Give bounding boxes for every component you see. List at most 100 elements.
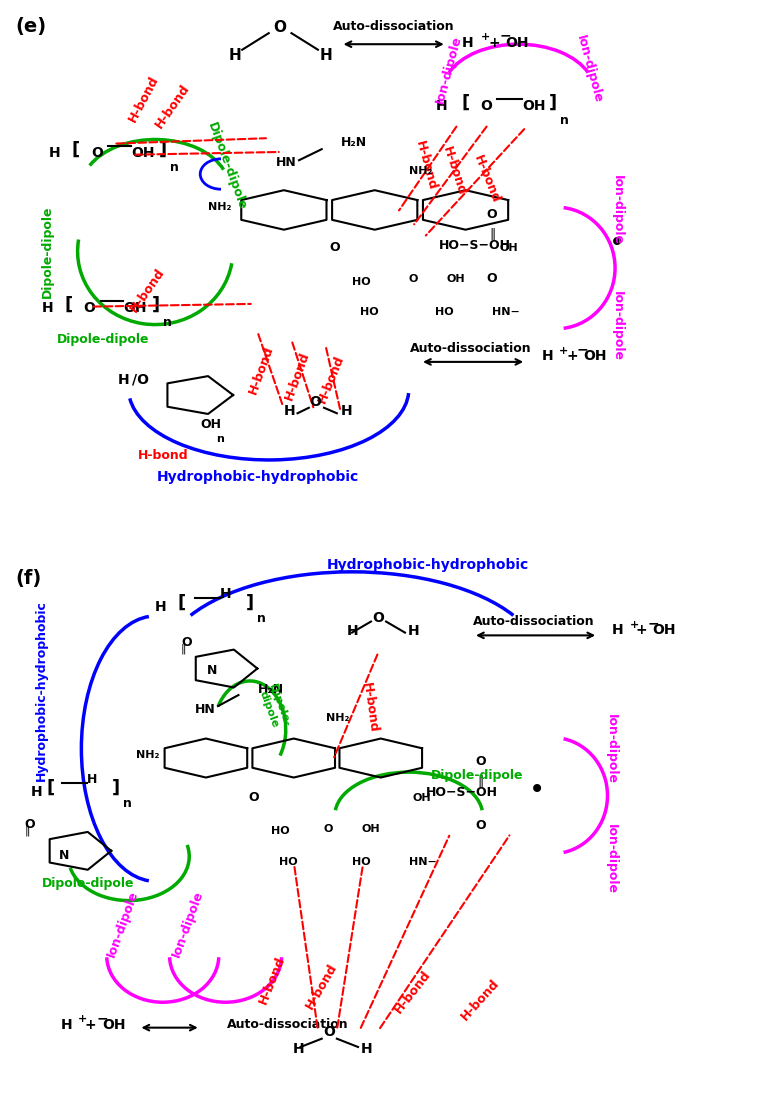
Text: HO: HO: [271, 827, 290, 836]
Text: NH₂: NH₂: [208, 202, 232, 212]
Text: H-bond: H-bond: [128, 265, 167, 315]
Text: +: +: [85, 1018, 96, 1032]
Text: O: O: [487, 272, 497, 285]
Text: ]: ]: [112, 779, 120, 797]
Text: [: [: [178, 593, 186, 612]
Text: [: [: [64, 295, 73, 314]
Text: Dipole-dipole: Dipole-dipole: [205, 120, 249, 211]
Text: H-bond: H-bond: [392, 968, 433, 1015]
Text: Dipole-dipole: Dipole-dipole: [41, 206, 55, 297]
Text: −: −: [97, 1011, 108, 1025]
Text: H-bond: H-bond: [246, 344, 276, 397]
Text: HO: HO: [352, 276, 371, 286]
Text: H-bond: H-bond: [316, 354, 346, 406]
Text: OH: OH: [123, 302, 147, 315]
Text: ‖: ‖: [489, 228, 495, 241]
Text: +: +: [566, 349, 578, 364]
Text: HO−S−OH: HO−S−OH: [425, 786, 497, 799]
Text: O: O: [372, 611, 385, 624]
Text: Ion-dipole: Ion-dipole: [610, 175, 624, 245]
Text: HO: HO: [279, 856, 298, 866]
Text: H: H: [117, 373, 129, 387]
Text: •: •: [609, 230, 625, 257]
Text: NH₂: NH₂: [409, 166, 432, 176]
Text: Ion-dipole: Ion-dipole: [605, 824, 618, 894]
Text: [: [: [462, 94, 470, 112]
Text: OH: OH: [131, 147, 154, 160]
Text: Ion-dipole: Ion-dipole: [610, 291, 624, 361]
Text: n: n: [123, 797, 132, 810]
Text: H: H: [87, 774, 98, 787]
Text: H: H: [462, 36, 473, 50]
Text: ‖: ‖: [24, 825, 30, 835]
Text: −: −: [648, 617, 659, 631]
Text: H: H: [42, 302, 53, 315]
Text: HN−: HN−: [492, 307, 520, 317]
Text: /O: /O: [132, 373, 149, 387]
Text: O: O: [475, 819, 486, 832]
Text: OH: OH: [201, 418, 222, 431]
Text: Ion-dipole: Ion-dipole: [605, 714, 618, 783]
Text: H: H: [361, 1042, 372, 1055]
Text: O: O: [329, 241, 340, 254]
Text: Ion-dipole: Ion-dipole: [574, 33, 604, 105]
Text: H-bond: H-bond: [304, 961, 340, 1011]
Text: H-bond: H-bond: [441, 145, 468, 198]
Text: NH₂: NH₂: [136, 750, 160, 760]
Text: O: O: [182, 636, 192, 650]
Text: n: n: [560, 114, 569, 127]
Text: O: O: [83, 302, 95, 315]
Text: +: +: [481, 32, 490, 42]
Text: H: H: [229, 48, 241, 63]
Text: Ion-dipole: Ion-dipole: [104, 888, 141, 959]
Text: HO: HO: [352, 856, 371, 866]
Text: H: H: [347, 624, 358, 639]
Text: HO−S−OH: HO−S−OH: [439, 239, 511, 252]
Text: ]: ]: [549, 94, 557, 112]
Text: O: O: [248, 791, 259, 804]
Text: (e): (e): [15, 17, 46, 35]
Text: O: O: [475, 755, 486, 768]
Text: ‖: ‖: [478, 775, 484, 788]
Text: OH: OH: [522, 99, 546, 114]
Text: n: n: [216, 434, 223, 444]
Text: OH: OH: [500, 243, 519, 253]
Text: HN: HN: [276, 156, 297, 169]
Text: HN: HN: [195, 703, 216, 716]
Text: ]: ]: [159, 140, 167, 159]
Text: O: O: [409, 274, 418, 284]
Text: H-bond: H-bond: [413, 139, 438, 192]
Text: OH: OH: [362, 823, 381, 833]
Text: Auto-dissociation: Auto-dissociation: [473, 615, 594, 629]
Text: Dipole-dipole: Dipole-dipole: [57, 333, 149, 346]
Text: Auto-dissociation: Auto-dissociation: [227, 1018, 349, 1031]
Text: Ion-dipole: Ion-dipole: [434, 33, 464, 105]
Text: OH: OH: [102, 1018, 126, 1032]
Text: OH: OH: [583, 349, 606, 364]
Text: Dipole-
dipole: Dipole- dipole: [257, 683, 291, 732]
Text: O: O: [91, 147, 103, 160]
Text: NH₂: NH₂: [326, 713, 349, 723]
Text: +: +: [488, 36, 500, 50]
Text: −: −: [500, 29, 511, 43]
Text: H: H: [284, 404, 295, 419]
Text: O: O: [309, 396, 321, 409]
Text: H: H: [49, 147, 61, 160]
Text: O: O: [324, 823, 333, 833]
Text: H: H: [220, 588, 231, 601]
Text: H-bond: H-bond: [126, 74, 161, 125]
Text: O: O: [273, 20, 287, 35]
Text: ]: ]: [246, 593, 254, 612]
Text: O: O: [487, 208, 497, 221]
Text: Hydrophobic-hydrophobic: Hydrophobic-hydrophobic: [35, 600, 48, 781]
Text: [: [: [72, 140, 80, 159]
Text: Auto-dissociation: Auto-dissociation: [333, 20, 454, 33]
Text: O: O: [24, 818, 35, 831]
Text: H-bond: H-bond: [459, 977, 503, 1023]
Text: HN−: HN−: [409, 856, 437, 866]
Text: n: n: [163, 316, 172, 329]
Text: OH: OH: [413, 793, 431, 803]
Text: n: n: [257, 611, 266, 624]
Text: H: H: [319, 48, 332, 63]
Text: OH: OH: [653, 623, 676, 638]
